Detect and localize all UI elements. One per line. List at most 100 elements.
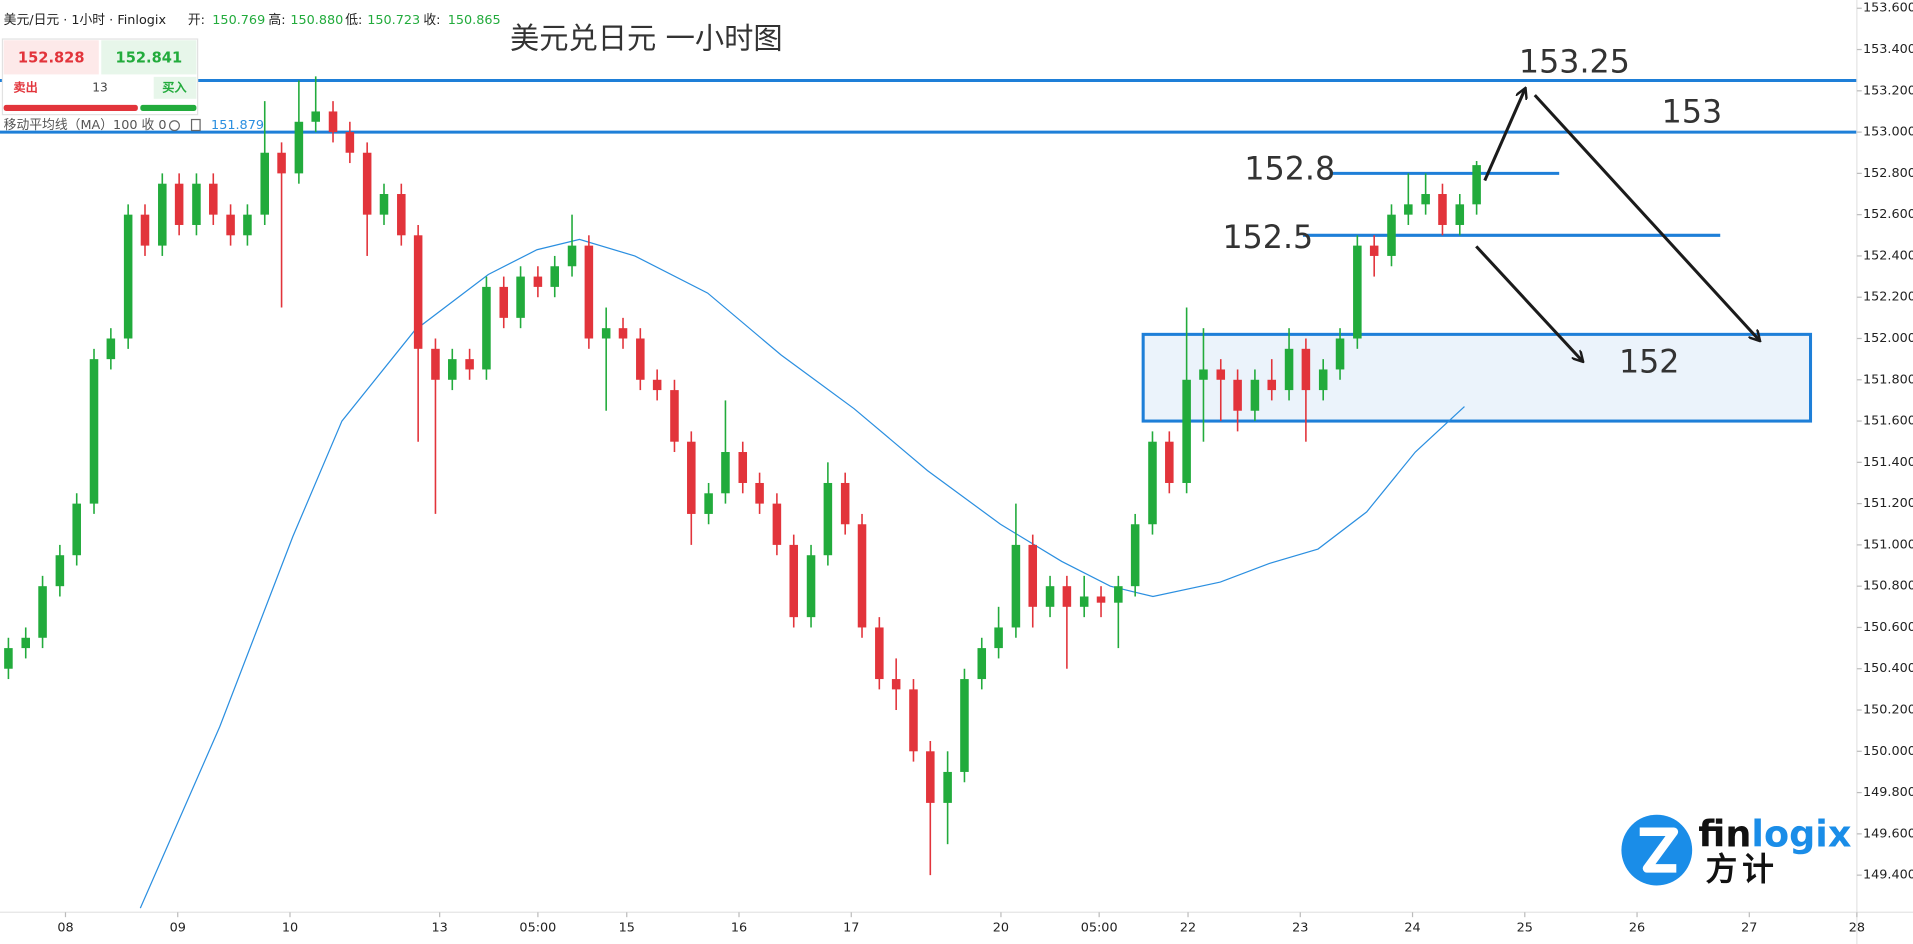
y-tick-label: 150.400 <box>1863 661 1913 676</box>
buy-price[interactable]: 152.841 <box>116 50 183 67</box>
x-tick-label: 08 <box>57 921 73 936</box>
candle-body <box>174 183 184 225</box>
header: 美元/日元 · 1小时 · Finlogix 开: 150.769 高: 150… <box>4 12 501 28</box>
candle-body <box>1165 441 1174 483</box>
logo-logix: logix <box>1751 812 1851 855</box>
candle-body <box>362 152 372 215</box>
y-tick-label: 152.200 <box>1863 290 1913 305</box>
candle-body <box>1335 338 1345 370</box>
candle-body <box>636 338 645 380</box>
candle-body <box>738 452 748 483</box>
candle-body <box>431 348 440 380</box>
y-tick-label: 152.000 <box>1863 331 1913 346</box>
y-tick-label: 152.400 <box>1863 248 1913 263</box>
y-tick-label: 153.600 <box>1863 1 1913 16</box>
candle-body <box>1130 524 1140 587</box>
candle-body <box>1199 369 1208 380</box>
candle-body <box>567 245 577 267</box>
logo-fin: fin <box>1698 812 1751 855</box>
y-tick-label: 149.600 <box>1863 826 1913 841</box>
candle-body <box>652 379 662 391</box>
delete-icon[interactable] <box>190 118 201 132</box>
candle-body <box>1267 379 1277 391</box>
buy-button-bg[interactable] <box>153 76 197 99</box>
settings-icon[interactable] <box>168 120 180 132</box>
candle-body <box>140 214 150 246</box>
y-tick-label: 151.000 <box>1863 537 1913 552</box>
candle-body <box>618 328 628 339</box>
arrow <box>1483 89 1525 182</box>
close-value: 150.865 <box>448 13 501 28</box>
candle-body <box>277 152 286 174</box>
y-tick-label: 151.800 <box>1863 372 1913 387</box>
sell-cell[interactable] <box>3 40 99 75</box>
logo: finlogix 方计 <box>1621 812 1852 888</box>
y-tick-label: 150.000 <box>1863 744 1913 759</box>
candle-body <box>465 359 474 370</box>
candle-body <box>209 183 218 215</box>
y-tick-label: 151.600 <box>1863 414 1913 429</box>
candle-body <box>806 555 816 618</box>
candle-body <box>1028 544 1038 607</box>
x-tick-label: 13 <box>432 921 448 936</box>
candle-body <box>1421 194 1430 205</box>
candle-body <box>106 338 116 360</box>
candle-body <box>413 235 423 349</box>
sell-bar <box>3 104 138 111</box>
high-value: 150.880 <box>290 13 343 28</box>
symbol: 美元/日元 · 1小时 · Finlogix <box>4 13 167 28</box>
candle-body <box>345 132 355 153</box>
candle-body <box>721 452 730 494</box>
candle-body <box>1250 379 1260 411</box>
candle-body <box>1353 245 1362 339</box>
candle-body <box>960 679 969 772</box>
buy-button[interactable]: 买入 <box>162 80 187 94</box>
x-tick-label: 26 <box>1629 921 1645 936</box>
x-tick-label: 20 <box>993 921 1009 936</box>
sell-price[interactable]: 152.828 <box>18 50 85 67</box>
candle-body <box>448 359 457 380</box>
logo-wordmark: finlogix <box>1698 812 1852 855</box>
buy-cell[interactable] <box>101 40 197 75</box>
candle-body <box>226 214 235 236</box>
y-tick-label: 149.800 <box>1863 785 1913 800</box>
indicator-name: 移动平均线（MA）100 收 0 <box>4 118 167 133</box>
logo-chinese: 方计 <box>1706 851 1779 888</box>
y-tick-label: 151.400 <box>1863 455 1913 470</box>
x-tick-label: 16 <box>731 921 747 936</box>
x-tick-label: 09 <box>170 921 186 936</box>
zone-label: 152 <box>1619 344 1680 380</box>
y-tick-label: 153.000 <box>1863 125 1913 140</box>
candle-body <box>397 194 406 236</box>
candle-body <box>875 627 884 680</box>
candle-body <box>789 544 799 618</box>
candle-body <box>1216 369 1226 380</box>
candle-body <box>1387 214 1396 256</box>
plot-area <box>0 76 1857 909</box>
candle-body <box>584 245 594 339</box>
candle-body <box>755 482 764 504</box>
candle-body <box>550 266 559 287</box>
open-value: 150.769 <box>212 13 265 28</box>
candle-body <box>72 503 81 556</box>
x-tick-label: 28 <box>1849 921 1865 936</box>
y-tick-label: 153.400 <box>1863 42 1913 57</box>
lots[interactable]: 13 <box>92 80 108 94</box>
level-label: 152.5 <box>1222 220 1313 256</box>
indicator-legend: 移动平均线（MA）100 收 0 151.879 <box>4 118 264 133</box>
candle-body <box>55 555 65 587</box>
y-tick-label: 150.200 <box>1863 703 1913 718</box>
y-tick-label: 153.200 <box>1863 83 1913 98</box>
y-tick-label: 150.600 <box>1863 620 1913 635</box>
candle-body <box>1438 194 1447 225</box>
indicator-value: 151.879 <box>211 118 264 133</box>
arrow <box>1533 94 1759 340</box>
sell-button[interactable]: 卖出 <box>13 79 37 94</box>
candle-body <box>243 214 252 236</box>
candle-body <box>1148 441 1157 525</box>
candle-body <box>516 276 525 318</box>
candle-body <box>328 111 338 133</box>
x-tick-label: 25 <box>1517 921 1533 936</box>
candle-body <box>1182 379 1191 483</box>
x-tick-label: 17 <box>843 921 859 936</box>
